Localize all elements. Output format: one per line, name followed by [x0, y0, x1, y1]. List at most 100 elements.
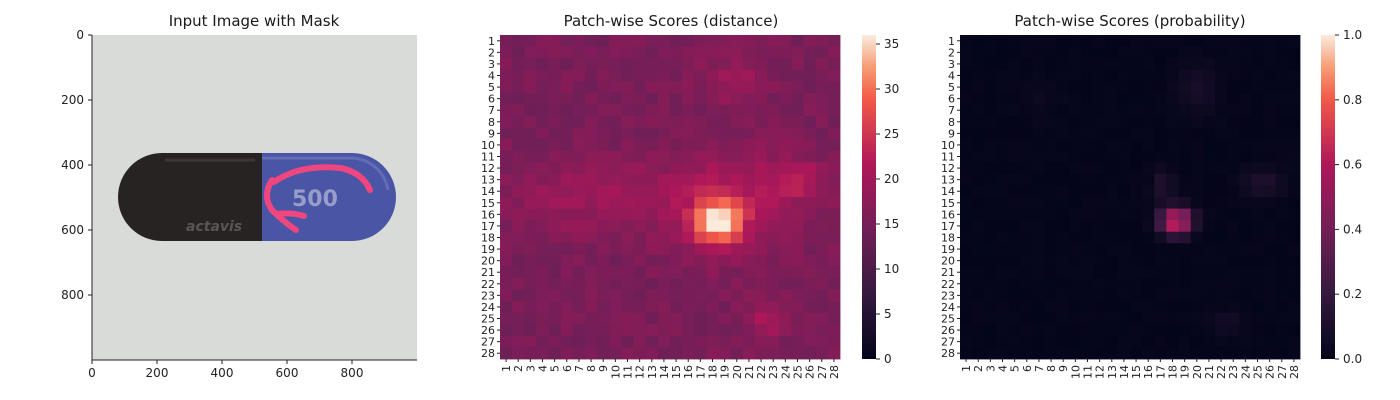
heatmap-cell — [1178, 92, 1192, 105]
heatmap-cell — [815, 150, 829, 163]
heatmap-cell — [1275, 312, 1289, 325]
heatmap-cell — [960, 301, 973, 314]
heatmap-cell — [1020, 335, 1034, 348]
heatmap-cell — [536, 347, 549, 360]
heatmap-cell — [560, 254, 574, 267]
heatmap-cell — [682, 335, 695, 348]
heatmap-cell — [1227, 266, 1240, 279]
heatmap-cell — [633, 335, 647, 348]
heatmap-cell — [996, 254, 1009, 267]
heatmap-cell — [972, 69, 985, 82]
heatmap-cell — [609, 335, 622, 348]
row-tick-label: 1 — [948, 35, 955, 48]
heatmap-cell — [815, 335, 829, 348]
heatmap-cell — [609, 58, 622, 71]
heatmap-cell — [1190, 254, 1204, 267]
heatmap-cell — [1081, 150, 1094, 163]
heatmap-cell — [645, 35, 659, 47]
heatmap-cell — [827, 116, 841, 128]
heatmap-cell — [1045, 208, 1058, 221]
heatmap-cell — [621, 289, 634, 302]
heatmap-cell — [1069, 208, 1082, 221]
heatmap-cell — [657, 46, 671, 59]
col-tick-label: 6 — [561, 365, 574, 372]
heatmap-cell — [1275, 208, 1289, 221]
heatmap-cell — [524, 266, 537, 279]
heatmap-cell — [718, 81, 732, 94]
heatmap-cell — [1215, 243, 1228, 256]
heatmap-cell — [779, 289, 792, 302]
heatmap-cell — [572, 35, 586, 47]
heatmap-cell — [706, 335, 719, 348]
heatmap-cell — [1069, 289, 1082, 302]
heatmap-cell — [1130, 254, 1143, 267]
heatmap-cell — [536, 69, 549, 82]
row-tick-label: 16 — [481, 208, 495, 221]
heatmap-cell — [1093, 254, 1107, 267]
heatmap-cell — [670, 243, 683, 256]
heatmap-cell — [730, 312, 744, 325]
heatmap-cell — [1020, 289, 1034, 302]
heatmap-cell — [1093, 347, 1107, 360]
heatmap-cell — [815, 58, 829, 71]
heatmap-cell — [1142, 335, 1155, 348]
heatmap-cell — [730, 185, 744, 198]
heatmap-cell — [1251, 231, 1264, 244]
heatmap-cell — [791, 104, 804, 117]
heatmap-cell — [1251, 150, 1264, 163]
heatmap-cell — [1057, 335, 1070, 348]
heatmap-cell — [548, 197, 562, 209]
heatmap-cell — [1287, 150, 1301, 163]
heatmap-cell — [524, 231, 537, 244]
heatmap-cell — [972, 266, 985, 279]
row-tick-label: 7 — [488, 104, 495, 117]
heatmap-cell — [984, 301, 997, 314]
heatmap-cell — [1178, 231, 1192, 244]
colorbar-tick-label: 0 — [884, 352, 892, 366]
heatmap-cell — [1215, 81, 1228, 94]
heatmap-cell — [767, 81, 780, 94]
heatmap-cell — [548, 92, 562, 105]
heatmap-cell — [815, 173, 829, 186]
row-tick-label: 13 — [481, 174, 495, 187]
heatmap-cell — [560, 116, 574, 128]
col-tick-label: 21 — [743, 365, 756, 379]
image-x-tick-label: 600 — [276, 366, 299, 380]
heatmap-cell — [572, 127, 586, 140]
heatmap-cell — [1130, 92, 1143, 105]
heatmap-cell — [706, 58, 719, 71]
heatmap-cell — [1117, 104, 1131, 117]
heatmap-cell — [755, 208, 768, 221]
heatmap-cell — [718, 173, 732, 186]
heatmap-cell — [1166, 301, 1179, 314]
heatmap-cell — [500, 347, 513, 360]
heatmap-cell — [1057, 220, 1070, 233]
heatmap-cell — [1130, 220, 1143, 233]
heatmap-cell — [682, 58, 695, 71]
heatmap-cell — [585, 173, 598, 186]
heatmap-cell — [960, 185, 973, 198]
heatmap-cell — [1032, 208, 1046, 221]
heatmap-cell — [1020, 185, 1034, 198]
heatmap-cell — [597, 243, 610, 256]
heatmap-cell — [1275, 220, 1289, 233]
heatmap-cell — [718, 208, 732, 221]
heatmap-cell — [1154, 35, 1167, 47]
heatmap-cell — [670, 231, 683, 244]
heatmap-cell — [560, 92, 574, 105]
heatmap-cell — [996, 150, 1009, 163]
heatmap-cell — [1227, 173, 1240, 186]
heatmap-cell — [1130, 104, 1143, 117]
heatmap-cell — [1069, 301, 1082, 314]
heatmap-cell — [803, 266, 817, 279]
heatmap-cell — [1178, 35, 1192, 47]
heatmap-cell — [827, 69, 841, 82]
heatmap-cell — [1008, 139, 1022, 152]
heatmap-cell — [536, 127, 549, 140]
heatmap-cell — [536, 92, 549, 105]
heatmap-cell — [996, 347, 1009, 360]
heatmap-cell — [572, 69, 586, 82]
heatmap-cell — [767, 197, 780, 209]
heatmap-cell — [1057, 185, 1070, 198]
heatmap-cell — [984, 185, 997, 198]
